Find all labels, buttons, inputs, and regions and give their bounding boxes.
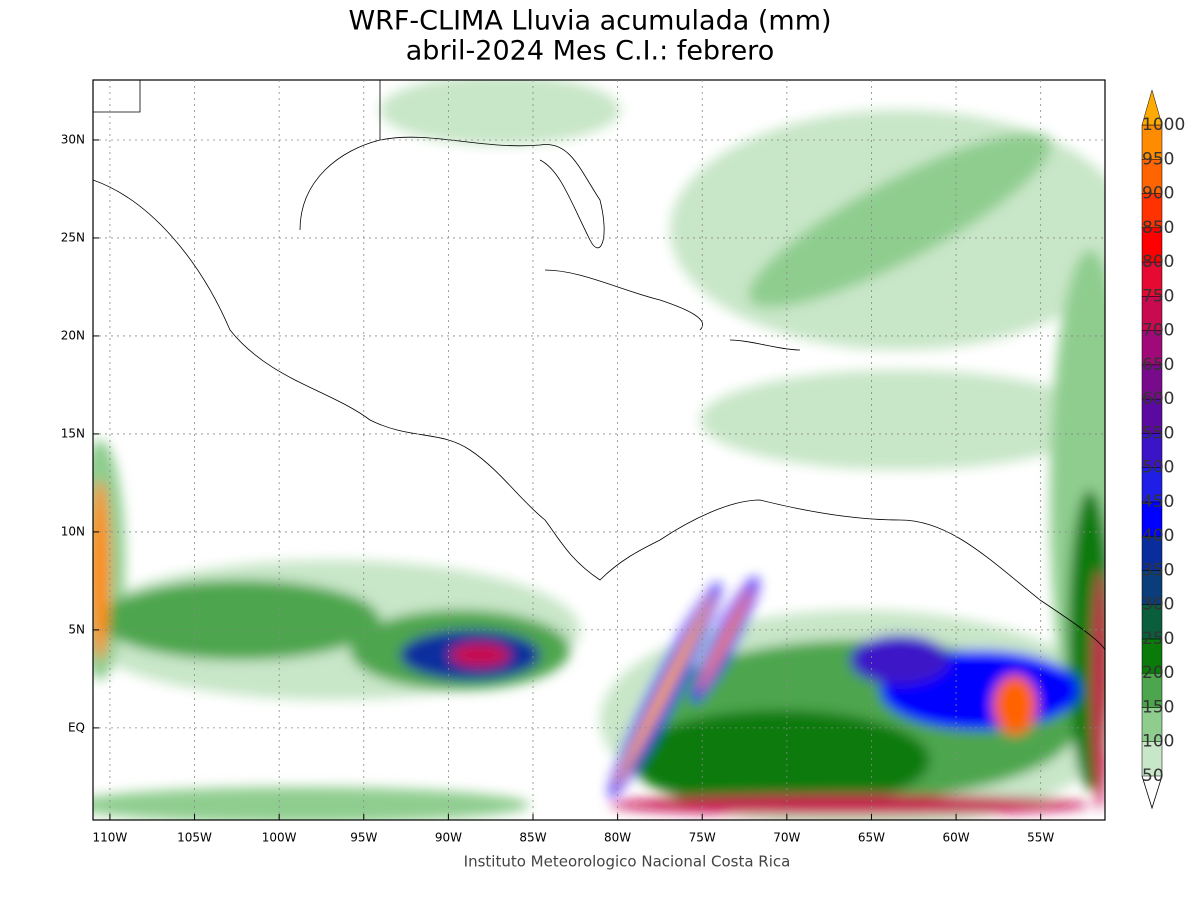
colorbar-label: 750: [1142, 286, 1174, 306]
colorbar-top: [1141, 89, 1163, 126]
colorbar-label: 700: [1142, 321, 1174, 341]
y-tick-label: 10N: [61, 524, 85, 538]
x-tick-label: 85W: [519, 831, 546, 845]
colorbar-label: 50: [1142, 766, 1164, 786]
y-tick-label: EQ: [68, 720, 85, 734]
colorbar-label: 300: [1142, 595, 1174, 615]
colorbar-label: 650: [1142, 355, 1174, 375]
y-tick-label: 25N: [61, 230, 85, 244]
subtitle: abril-2024 Mes C.I.: febrero: [406, 36, 774, 67]
x-tick-label: 65W: [858, 831, 885, 845]
x-tick-label: 90W: [435, 831, 462, 845]
coastlines: [93, 80, 1105, 651]
x-tick-label: 105W: [177, 831, 212, 845]
colorbar-label: 400: [1142, 526, 1174, 546]
colorbar-label: 550: [1142, 423, 1174, 443]
x-tick-label: 75W: [689, 831, 716, 845]
y-tick-label: 30N: [61, 132, 85, 146]
x-tick-label: 70W: [773, 831, 800, 845]
x-tick-label: 95W: [350, 831, 377, 845]
map-frame: [92, 79, 1106, 821]
x-tick-label: 110W: [93, 831, 128, 845]
colorbar-label: 850: [1142, 218, 1174, 238]
rain-field: [93, 80, 1105, 820]
colorbar-label: 500: [1142, 458, 1174, 478]
y-tick-label: 15N: [61, 426, 85, 440]
x-tick-label: 55W: [1027, 831, 1054, 845]
colorbar-label: 250: [1142, 629, 1174, 649]
y-tick-label: 5N: [68, 622, 85, 636]
y-tick-label: 20N: [61, 328, 85, 342]
colorbar-label: 1000: [1142, 115, 1185, 135]
colorbar-label: 900: [1142, 184, 1174, 204]
colorbar-label: 350: [1142, 560, 1174, 580]
colorbar-bottom: [1141, 775, 1163, 810]
colorbar-label: 800: [1142, 252, 1174, 272]
colorbar-label: 450: [1142, 492, 1174, 512]
colorbar-label: 150: [1142, 697, 1174, 717]
x-tick-label: 100W: [262, 831, 297, 845]
title: WRF-CLIMA Lluvia acumulada (mm): [348, 6, 831, 37]
colorbar-label: 200: [1142, 663, 1174, 683]
colorbar-label: 600: [1142, 389, 1174, 409]
colorbar-label: 100: [1142, 732, 1174, 752]
x-tick-label: 60W: [943, 831, 970, 845]
colorbar-label: 950: [1142, 149, 1174, 169]
footer: Instituto Meteorologico Nacional Costa R…: [464, 853, 791, 871]
x-tick-label: 80W: [604, 831, 631, 845]
